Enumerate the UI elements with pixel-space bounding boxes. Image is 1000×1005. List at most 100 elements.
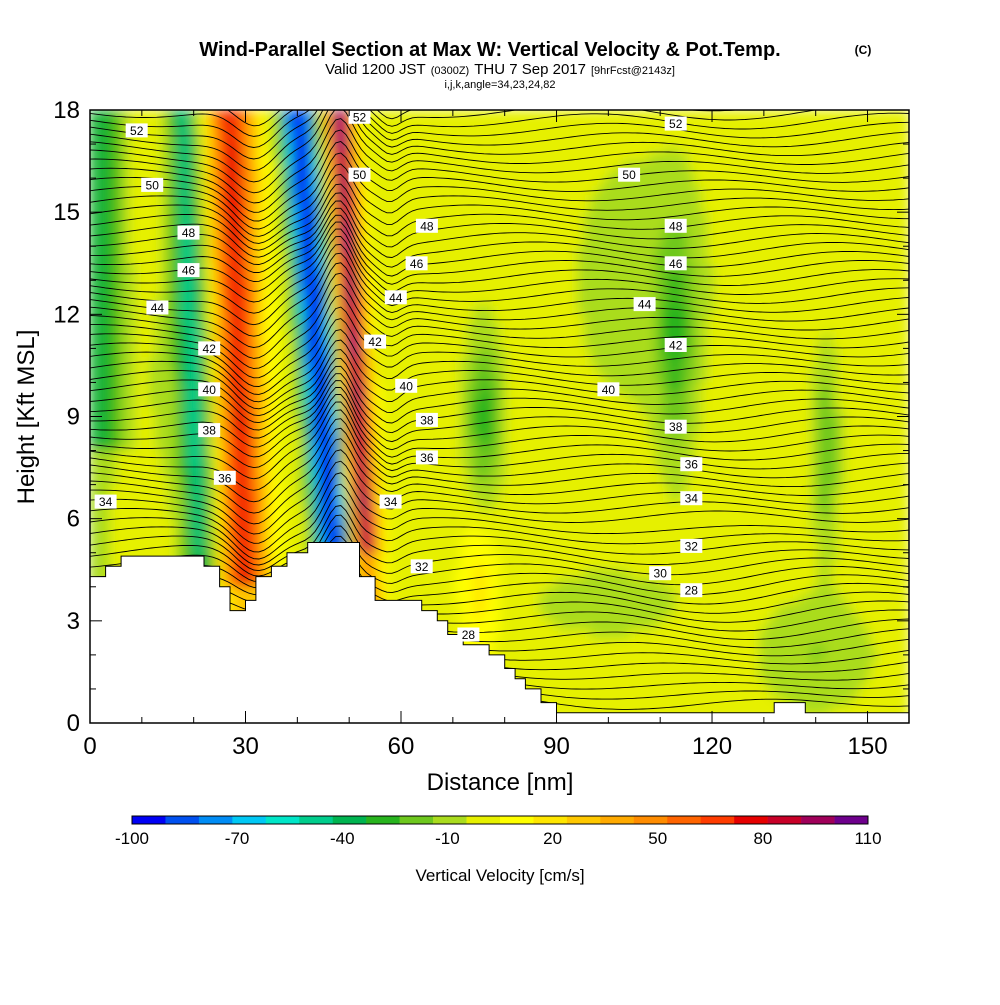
velocity-cell: [831, 144, 839, 154]
velocity-cell: [740, 237, 748, 247]
velocity-cell: [291, 271, 299, 281]
velocity-cell: [733, 220, 741, 230]
velocity-cell: [259, 433, 267, 443]
velocity-cell: [642, 331, 650, 341]
velocity-cell: [590, 305, 598, 315]
velocity-cell: [850, 212, 858, 222]
velocity-cell: [447, 365, 455, 375]
velocity-cell: [889, 399, 897, 409]
velocity-cell: [519, 390, 527, 401]
velocity-cell: [688, 297, 696, 307]
velocity-cell: [707, 178, 715, 188]
velocity-cell: [902, 127, 909, 137]
velocity-cell: [519, 433, 527, 443]
velocity-cell: [889, 169, 897, 179]
velocity-cell: [649, 220, 657, 230]
velocity-cell: [480, 365, 488, 375]
velocity-cell: [610, 135, 618, 145]
velocity-cell: [486, 254, 494, 264]
velocity-cell: [818, 314, 826, 324]
velocity-cell: [337, 212, 345, 222]
velocity-cell: [564, 433, 572, 443]
velocity-cell: [317, 229, 325, 239]
velocity-cell: [824, 169, 832, 179]
velocity-cell: [642, 263, 650, 273]
velocity-cell: [545, 390, 553, 401]
velocity-cell: [467, 203, 475, 213]
velocity-cell: [467, 263, 475, 273]
velocity-cell: [96, 288, 104, 298]
velocity-cell: [642, 178, 650, 188]
velocity-cell: [714, 178, 722, 188]
velocity-cell: [772, 365, 780, 375]
velocity-cell: [363, 127, 371, 137]
velocity-cell: [902, 407, 909, 418]
velocity-cell: [103, 425, 111, 435]
velocity-cell: [551, 314, 559, 324]
velocity-cell: [889, 212, 897, 222]
velocity-cell: [317, 425, 325, 435]
velocity-cell: [538, 271, 546, 281]
velocity-cell: [649, 390, 657, 401]
velocity-cell: [402, 118, 410, 128]
velocity-cell: [90, 314, 98, 324]
velocity-cell: [499, 382, 507, 392]
velocity-cell: [369, 152, 377, 162]
velocity-cell: [681, 373, 689, 384]
velocity-cell: [714, 297, 722, 307]
velocity-cell: [181, 254, 189, 264]
velocity-cell: [343, 382, 351, 392]
velocity-cell: [571, 195, 579, 205]
velocity-cell: [90, 186, 98, 196]
velocity-cell: [779, 433, 787, 443]
velocity-cell: [421, 212, 429, 222]
velocity-cell: [402, 220, 410, 230]
velocity-cell: [831, 407, 839, 418]
velocity-cell: [649, 178, 657, 188]
velocity-cell: [207, 203, 215, 213]
velocity-cell: [109, 195, 117, 205]
velocity-cell: [408, 178, 416, 188]
velocity-cell: [200, 246, 208, 256]
velocity-cell: [792, 322, 800, 332]
velocity-cell: [668, 373, 676, 384]
velocity-cell: [694, 305, 702, 315]
velocity-cell: [506, 288, 514, 298]
velocity-cell: [844, 118, 852, 128]
velocity-cell: [655, 288, 663, 298]
velocity-cell: [317, 442, 325, 452]
velocity-cell: [629, 144, 637, 154]
velocity-cell: [733, 229, 741, 239]
velocity-cell: [402, 246, 410, 256]
velocity-cell: [545, 127, 553, 137]
velocity-cell: [902, 373, 909, 384]
velocity-cell: [577, 288, 585, 298]
velocity-cell: [519, 425, 527, 435]
velocity-cell: [506, 229, 514, 239]
velocity-cell: [519, 169, 527, 179]
velocity-cell: [200, 288, 208, 298]
velocity-cell: [759, 118, 767, 128]
velocity-cell: [337, 322, 345, 332]
velocity-cell: [844, 339, 852, 349]
velocity-cell: [395, 314, 403, 324]
velocity-cell: [428, 288, 436, 298]
velocity-cell: [285, 314, 293, 324]
velocity-cell: [863, 220, 871, 230]
velocity-cell: [766, 229, 774, 239]
velocity-cell: [317, 314, 325, 324]
velocity-cell: [668, 322, 676, 332]
velocity-cell: [733, 339, 741, 349]
velocity-cell: [746, 152, 754, 162]
velocity-cell: [831, 348, 839, 358]
velocity-cell: [135, 144, 143, 154]
velocity-cell: [148, 254, 156, 264]
velocity-cell: [746, 425, 754, 435]
velocity-cell: [272, 195, 280, 205]
velocity-cell: [311, 144, 319, 154]
velocity-cell: [148, 110, 156, 120]
velocity-cell: [785, 186, 793, 196]
velocity-cell: [590, 433, 598, 443]
velocity-cell: [597, 433, 605, 443]
velocity-cell: [285, 254, 293, 264]
